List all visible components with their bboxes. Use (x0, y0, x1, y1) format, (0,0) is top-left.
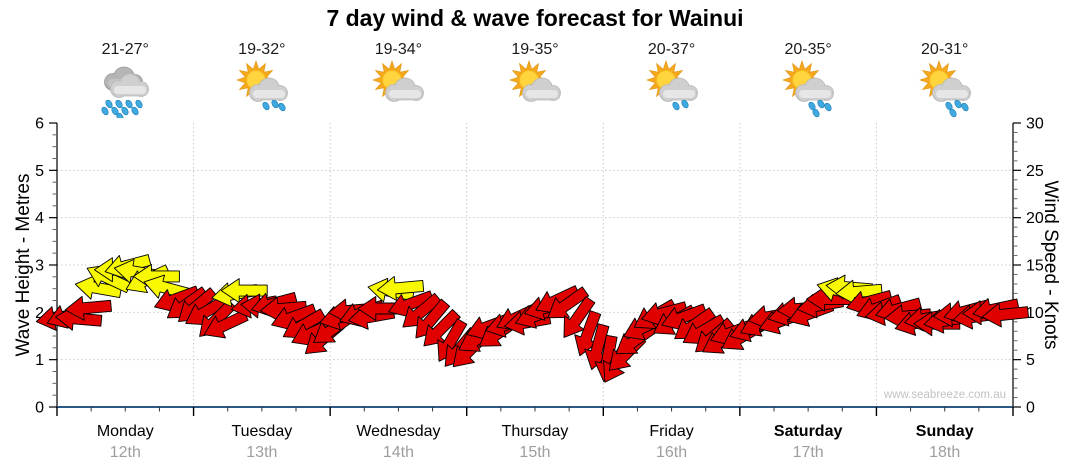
date-label: 15th (519, 444, 551, 461)
sun-showers-icon (918, 60, 971, 118)
axis-tick-label: 10 (1026, 305, 1044, 322)
day-label: Thursday (501, 423, 569, 440)
weather-icon-box (366, 60, 430, 118)
wind-arrow (981, 302, 1030, 328)
cloud-shape (110, 73, 150, 98)
date-label: 14th (382, 444, 414, 461)
cloud-shape (658, 77, 698, 102)
day-label: Sunday (915, 423, 974, 440)
raindrop-shape (101, 106, 109, 116)
temperature-label: 19-35° (511, 41, 559, 58)
cloud-shape (795, 77, 835, 102)
raindrop-shape (262, 101, 270, 111)
raindrop-shape (954, 99, 962, 109)
date-label: 16th (655, 444, 688, 461)
weather-icon-box (230, 60, 294, 118)
partly-cloudy-icon (509, 60, 561, 102)
raindrop-shape (949, 108, 957, 118)
wind-arrow (547, 286, 590, 319)
raindrop-shape (278, 102, 286, 112)
raindrop-shape (116, 112, 124, 118)
axis-tick-label: 3 (35, 258, 44, 275)
weather-icon-box (503, 60, 567, 118)
date-label: 17th (792, 444, 824, 461)
raindrop-shape (121, 106, 129, 116)
temperature-label: 20-31° (921, 41, 969, 58)
sun-showers-icon (782, 60, 835, 118)
axis-tick-label: 2 (35, 305, 44, 322)
temperature-label: 21-27° (101, 41, 149, 58)
cloud-shape (248, 77, 288, 102)
axis-tick-label: 25 (1026, 163, 1044, 180)
day-label: Tuesday (231, 423, 293, 440)
raindrop-shape (271, 99, 279, 109)
axis-tick-label: 4 (35, 210, 44, 227)
temperature-label: 20-35° (784, 41, 832, 58)
raindrop-shape (672, 101, 680, 111)
weather-icon-box (640, 60, 704, 118)
raindrop-shape (824, 102, 832, 112)
raindrop-shape (131, 106, 139, 116)
raindrop-shape (135, 99, 143, 109)
rain-icon (101, 66, 150, 118)
axis-tick-label: 15 (1026, 258, 1044, 275)
weather-icon-box (776, 60, 840, 118)
axis-tick-label: 0 (1026, 400, 1035, 417)
day-label: Monday (96, 423, 154, 440)
date-label: 13th (246, 444, 278, 461)
weather-icon-box (93, 60, 157, 118)
sun-showers-icon (235, 60, 288, 112)
axis-tick-label: 6 (35, 116, 44, 133)
cloud-shape (931, 77, 971, 102)
raindrop-shape (115, 99, 123, 109)
raindrop-shape (681, 99, 689, 109)
sun-light-showers-icon (645, 60, 698, 111)
day-label: Wednesday (356, 423, 441, 440)
raindrop-shape (812, 108, 820, 118)
axis-tick-label: 30 (1026, 116, 1044, 133)
raindrop-shape (961, 102, 969, 112)
weather-icon-box (913, 60, 977, 118)
raindrop-shape (125, 99, 133, 109)
day-label: Saturday (773, 423, 843, 440)
partly-cloudy-icon (372, 60, 425, 102)
cloud-shape (522, 77, 561, 102)
page-title: 7 day wind & wave forecast for Wainui (326, 5, 744, 31)
axis-tick-label: 1 (35, 352, 44, 369)
day-label: Friday (649, 423, 694, 440)
axis-tick-label: 20 (1026, 210, 1044, 227)
axis-tick-label: 0 (35, 400, 44, 417)
watermark: www.seabreeze.com.au (883, 389, 1006, 401)
temperature-label: 20-37° (647, 41, 696, 58)
axis-tick-label: 5 (1026, 352, 1035, 369)
date-label: 12th (109, 444, 141, 461)
raindrop-shape (817, 99, 825, 109)
temperature-label: 19-34° (374, 41, 423, 58)
cloud-shape (385, 77, 425, 102)
wind-arrow (376, 275, 425, 301)
temperature-label: 19-32° (238, 41, 286, 58)
date-label: 18th (929, 444, 961, 461)
wind-arrow (64, 295, 112, 321)
axis-tick-label: 5 (35, 163, 44, 180)
raindrop-shape (105, 99, 113, 109)
